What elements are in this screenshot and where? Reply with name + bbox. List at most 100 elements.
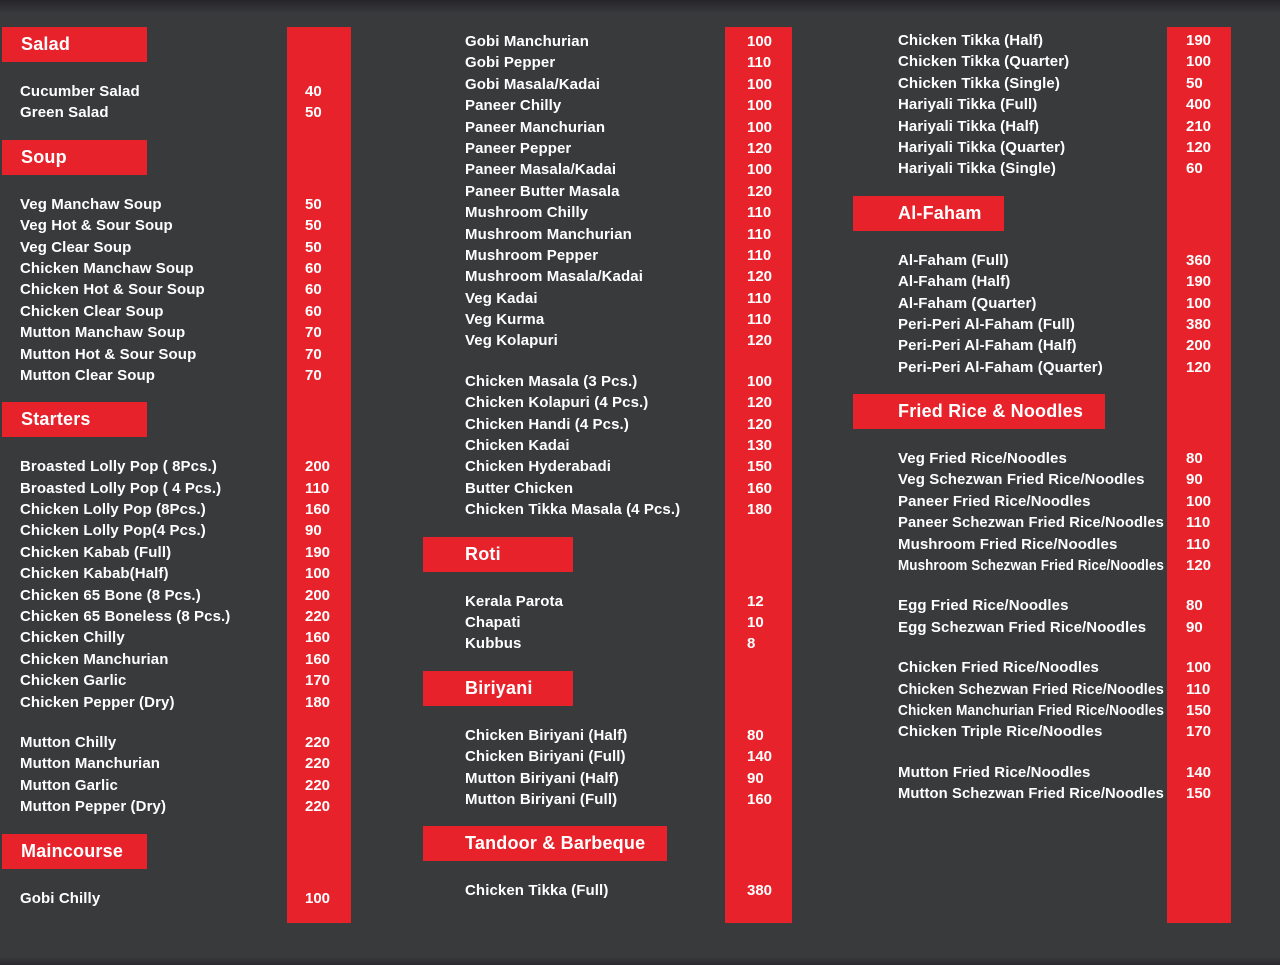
menu-item-row: Broasted Lolly Pop ( 4 Pcs.) 110 — [2, 478, 351, 499]
menu-item-name: Veg Hot & Sour Soup — [20, 217, 173, 235]
menu-item-name: Mutton Schezwan Fried Rice/Noodles — [898, 785, 1164, 803]
menu-item-row: Chicken Handi (4 Pcs.) 120 — [423, 414, 793, 435]
menu-item-row: Veg Hot & Sour Soup 50 — [2, 215, 351, 236]
menu-item-name: Mushroom Fried Rice/Noodles — [898, 535, 1118, 553]
menu-item-row: Green Salad 50 — [2, 102, 351, 123]
menu-item-row: Hariyali Tikka (Quarter) 120 — [853, 137, 1231, 158]
menu-item-row: Chicken Tikka (Quarter) 100 — [853, 51, 1231, 72]
menu-item-row: Chicken Triple Rice/Noodles 170 — [853, 721, 1231, 742]
menu-item-price: 100 — [1186, 53, 1212, 71]
menu-item-group: Egg Fried Rice/Noodles 80 Egg Schezwan Fri… — [853, 595, 1231, 638]
menu-item-row: Veg Kadai 110 — [423, 288, 793, 309]
menu-item-name: Chicken Manchaw Soup — [20, 259, 194, 277]
menu-item-price: 60 — [305, 281, 322, 299]
menu-item-row: Veg Kolapuri 120 — [423, 330, 793, 351]
menu-item-row: Mutton Schezwan Fried Rice/Noodles 150 — [853, 783, 1231, 804]
menu-item-group: Veg Fried Rice/Noodles 80 Veg Schezwan Fri… — [853, 448, 1231, 576]
menu-item-row: Chicken Tikka (Single) 50 — [853, 73, 1231, 94]
menu-item-row: Chicken Tikka Masala (4 Pcs.) 180 — [423, 499, 793, 520]
menu-item-row: Egg Schezwan Fried Rice/Noodles 90 — [853, 617, 1231, 638]
menu-column-middle: Gobi Manchurian 100 Gobi Pepper 110 Gobi Mas… — [423, 0, 793, 965]
menu-item-row: Chicken Biriyani (Full) 140 — [423, 746, 793, 767]
menu-item-name: Mutton Manchaw Soup — [20, 324, 186, 342]
menu-item-name: Mushroom Chilly — [465, 204, 589, 222]
menu-item-price: 160 — [305, 501, 331, 519]
section-header: Tandoor & Barbeque — [423, 826, 668, 862]
menu-item-row: Chicken Hyderabadi 150 — [423, 456, 793, 477]
menu-item-price: 150 — [747, 458, 773, 476]
menu-item-name: Hariyali Tikka (Full) — [898, 96, 1038, 114]
menu-item-row: Chicken Fried Rice/Noodles 100 — [853, 657, 1231, 678]
menu-item-price: 120 — [747, 394, 773, 412]
menu-item-price: 200 — [305, 586, 331, 604]
menu-item-price: 100 — [1186, 492, 1212, 510]
menu-item-row: Kubbus 8 — [423, 633, 793, 654]
menu-item-price: 100 — [747, 161, 773, 179]
menu-item-name: Butter Chicken — [465, 479, 574, 497]
menu-item-price: 100 — [747, 97, 773, 115]
price-strip-column-2 — [725, 27, 792, 923]
menu-item-group: Gobi Manchurian 100 Gobi Pepper 110 Gobi Mas… — [423, 31, 793, 352]
menu-item-price: 120 — [1186, 557, 1212, 575]
menu-item-row: Mutton Manchaw Soup 70 — [2, 322, 351, 343]
menu-item-price: 10 — [747, 613, 764, 631]
menu-item-name: Mushroom Schezwan Fried Rice/Noodles — [898, 557, 1164, 575]
menu-item-price: 40 — [305, 83, 322, 100]
menu-item-price: 110 — [747, 204, 772, 222]
menu-item-group: Veg Manchaw Soup 50 Veg Hot & Sour Soup 50 V… — [2, 194, 351, 387]
menu-item-price: 110 — [305, 479, 330, 497]
menu-item-price: 220 — [305, 798, 331, 816]
menu-item-row: Chicken Chilly 160 — [2, 627, 351, 648]
menu-item-row: Chicken Manchurian Fried Rice/Noodles 150 — [853, 700, 1231, 721]
menu-item-name: Veg Schezwan Fried Rice/Noodles — [898, 471, 1145, 489]
menu-item-row: Chicken Schezwan Fried Rice/Noodles 110 — [853, 679, 1231, 700]
menu-item-row: Gobi Manchurian 100 — [423, 31, 793, 52]
menu-item-price: 120 — [747, 139, 773, 157]
menu-item-name: Chicken Kabab(Half) — [20, 565, 169, 583]
menu-item-row: Paneer Schezwan Fried Rice/Noodles 110 — [853, 512, 1231, 533]
menu-item-row: Peri-Peri Al-Faham (Full) 380 — [853, 314, 1231, 335]
menu-item-price: 90 — [747, 769, 764, 787]
menu-item-row: Butter Chicken 160 — [423, 478, 793, 499]
section-header-row: Maincourse — [2, 833, 351, 869]
menu-item-row: Mutton Clear Soup 70 — [2, 365, 351, 386]
section-header: Roti — [423, 536, 573, 572]
menu-item-price: 170 — [305, 672, 331, 690]
menu-item-price: 70 — [305, 324, 322, 342]
menu-item-name: Mutton Chilly — [20, 733, 117, 751]
menu-item-name: Mushroom Pepper — [465, 246, 599, 264]
menu-item-name: Gobi Chilly — [20, 889, 101, 907]
menu-item-row: Veg Manchaw Soup 50 — [2, 194, 351, 215]
menu-item-name: Chicken Biriyani (Half) — [465, 726, 628, 744]
menu-item-price: 60 — [1186, 160, 1203, 178]
menu-item-row: Gobi Pepper 110 — [423, 52, 793, 73]
menu-column-right: Chicken Tikka (Half) 190 Chicken Tikka (Qu… — [853, 0, 1231, 965]
menu-item-price: 70 — [305, 345, 322, 363]
menu-item-name: Mutton Hot & Sour Soup — [20, 345, 197, 363]
menu-item-price: 100 — [305, 565, 331, 583]
menu-item-name: Chicken Manchurian — [20, 650, 169, 668]
menu-item-row: Chicken Kadai 130 — [423, 435, 793, 456]
menu-item-name: Chicken Kabab (Full) — [20, 543, 172, 561]
menu-item-price: 200 — [305, 458, 331, 476]
menu-item-price: 100 — [1186, 659, 1212, 677]
menu-item-price: 160 — [747, 479, 773, 497]
menu-item-row: Chicken Garlic 170 — [2, 670, 351, 691]
menu-item-name: Mushroom Manchurian — [465, 225, 632, 243]
menu-item-price: 70 — [305, 366, 322, 384]
section-header-row: Salad — [2, 27, 351, 62]
menu-item-row: Chicken Manchurian 160 — [2, 649, 351, 670]
menu-item-row: Mutton Biriyani (Full) 160 — [423, 789, 793, 810]
menu-item-row: Al-Faham (Quarter) 100 — [853, 293, 1231, 314]
menu-item-name: Mutton Fried Rice/Noodles — [898, 763, 1091, 781]
menu-item-row: Peri-Peri Al-Faham (Half) 200 — [853, 335, 1231, 356]
menu-item-name: Peri-Peri Al-Faham (Quarter) — [898, 358, 1103, 376]
menu-item-row: Paneer Pepper 120 — [423, 138, 793, 159]
menu-item-name: Chicken Handi (4 Pcs.) — [465, 415, 629, 433]
section-header-row: Al-Faham — [853, 195, 1231, 231]
menu-item-price: 120 — [747, 332, 773, 350]
menu-item-row: Broasted Lolly Pop ( 8Pcs.) 200 — [2, 456, 351, 477]
menu-item-row: Egg Fried Rice/Noodles 80 — [853, 595, 1231, 616]
section-header-row: Fried Rice & Noodles — [853, 394, 1231, 430]
menu-item-row: Hariyali Tikka (Single) 60 — [853, 158, 1231, 179]
